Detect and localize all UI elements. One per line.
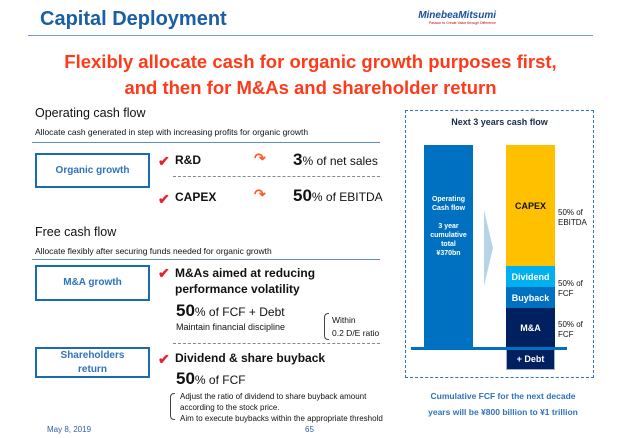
- ma-annotation: 50% of FCF: [558, 320, 583, 339]
- headline-line-1: Flexibly allocate cash for organic growt…: [64, 51, 557, 72]
- shareholder-annotation: 50% of FCF: [558, 279, 583, 298]
- cash-flow-panel: [405, 110, 594, 378]
- check-icon: ✔: [158, 265, 170, 281]
- bracket: [324, 313, 329, 340]
- capex-annotation: 50% of EBITDA: [558, 208, 587, 227]
- date: May 8, 2019: [47, 425, 92, 434]
- free-subtitle: Allocate flexibly after securing funds n…: [35, 246, 272, 256]
- check-icon: ✔: [158, 191, 170, 207]
- chart-title: Next 3 years cash flow: [451, 117, 548, 127]
- page-title: Capital Deployment: [40, 8, 227, 30]
- buyback-segment: Buyback: [506, 287, 555, 308]
- operating-cash-flow-bar: Operating Cash flow 3 year cumulative total…: [424, 145, 473, 348]
- debt-segment: + Debt: [506, 348, 555, 370]
- shareholder-target: 50% of FCF: [176, 369, 246, 388]
- curved-arrow-icon: ↷: [254, 186, 266, 202]
- dashed-divider: [173, 343, 380, 344]
- organic-growth-box: Organic growth: [35, 153, 150, 188]
- divider: [32, 259, 380, 260]
- dividend-segment: Dividend: [506, 266, 555, 287]
- operating-cash-flow-heading: Operating cash flow: [35, 106, 146, 120]
- ma-growth-box: M&A growth: [35, 265, 150, 301]
- rd-label: R&D: [175, 153, 201, 167]
- title-divider: [28, 35, 593, 36]
- bracket: [170, 393, 175, 420]
- ma-note: Maintain financial discipline: [176, 322, 286, 332]
- ma-description: M&As aimed at reducing performance volati…: [175, 266, 316, 296]
- company-logo: MinebeaMitsumi Passion to Create Value th…: [418, 10, 496, 25]
- headline-line-2: and then for M&As and shareholder return: [124, 77, 497, 98]
- page-number: 65: [305, 425, 314, 434]
- shareholder-notes: Adjust the ratio of dividend to share bu…: [180, 392, 383, 423]
- curved-arrow-icon: ↷: [254, 150, 266, 166]
- cumulative-fcf-note: Cumulative FCF for the next decade years …: [428, 391, 578, 417]
- baseline: [411, 347, 567, 350]
- flow-arrow-icon: [484, 210, 493, 286]
- shareholders-return-box: Shareholders return: [35, 347, 150, 378]
- capex-target: 50% of EBITDA: [293, 186, 383, 205]
- rd-target: 3% of net sales: [293, 150, 378, 169]
- divider: [32, 142, 380, 143]
- dividend-buyback-label: Dividend & share buyback: [175, 351, 326, 365]
- de-ratio-note: Within 0.2 D/E ratio: [332, 315, 380, 338]
- check-icon: ✔: [158, 351, 170, 367]
- operating-subtitle: Allocate cash generated in step with inc…: [35, 127, 309, 137]
- ma-target: 50% of FCF + Debt: [176, 301, 285, 320]
- dashed-divider: [173, 176, 380, 177]
- capex-label: CAPEX: [175, 190, 217, 204]
- ma-segment: M&A: [506, 308, 555, 348]
- check-icon: ✔: [158, 153, 170, 169]
- free-cash-flow-heading: Free cash flow: [35, 225, 117, 239]
- capex-segment: CAPEX: [506, 145, 555, 266]
